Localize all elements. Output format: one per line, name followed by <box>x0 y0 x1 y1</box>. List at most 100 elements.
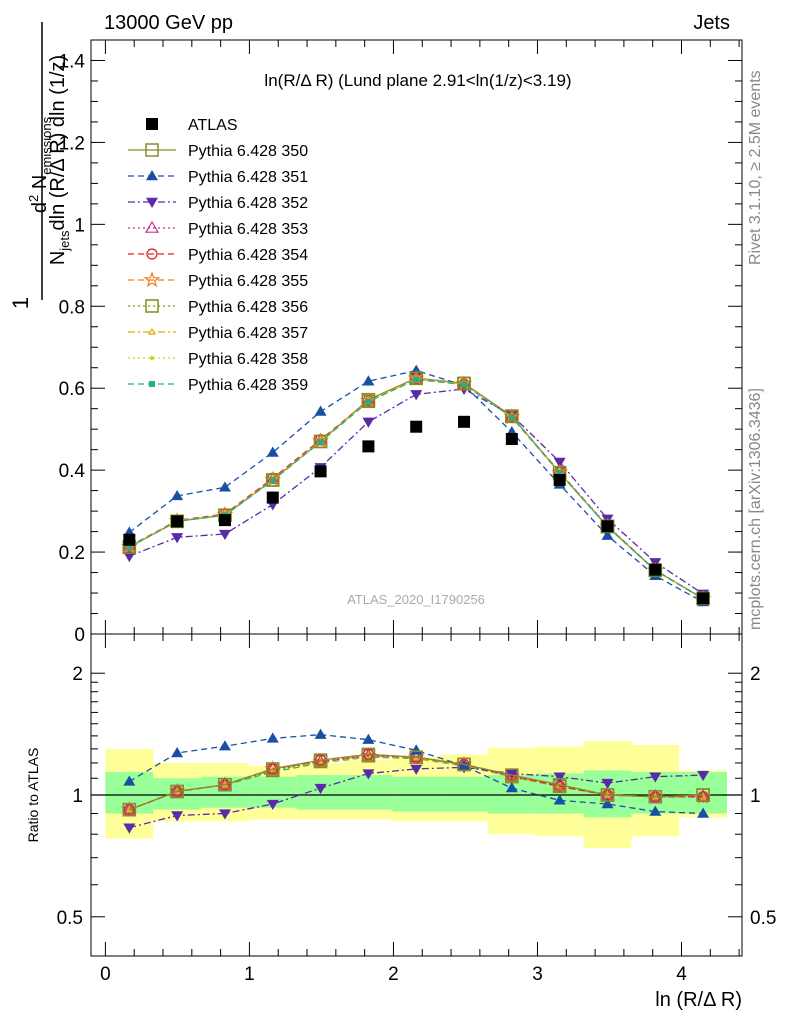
mcplots-label: mcplots.cern.ch [arXiv:1306.3436] <box>747 388 764 630</box>
data-point <box>601 529 614 540</box>
ratio-data-point <box>457 757 471 772</box>
series-line <box>128 377 704 600</box>
data-point <box>505 433 518 446</box>
series-line <box>129 388 704 595</box>
ratio-data-point <box>362 769 375 780</box>
data-point <box>458 415 471 428</box>
legend-marker <box>147 327 157 335</box>
ratio-ytick-label: 1 <box>72 786 83 807</box>
data-point <box>361 394 376 409</box>
series-line <box>128 378 704 600</box>
data-point <box>508 414 515 421</box>
data-point <box>314 405 327 416</box>
main-title: ln(R/Δ R) (Lund plane 2.91<ln(1/z)<3.19) <box>264 71 571 90</box>
series-line <box>128 369 704 603</box>
ratio-data-point <box>600 788 615 802</box>
main-ytick-label: 0.2 <box>59 543 85 564</box>
legend-label: Pythia 6.428 350 <box>188 143 308 160</box>
main-y-label-one: 1 <box>8 297 33 309</box>
legend-marker <box>146 170 158 181</box>
main-ytick-label: 0.6 <box>59 379 85 400</box>
data-point <box>365 398 372 405</box>
data-point <box>362 440 375 453</box>
legend-item: Pythia 6.428 350 <box>128 143 308 160</box>
data-point <box>266 473 280 487</box>
data-point <box>171 533 184 544</box>
legend-marker <box>145 299 159 313</box>
data-point <box>461 381 468 388</box>
data-point <box>313 434 328 449</box>
ratio-data-point <box>171 747 184 758</box>
data-point <box>269 477 276 484</box>
ratio-data-point <box>218 809 231 820</box>
xtick-label: 1 <box>244 964 255 985</box>
legend-label: Pythia 6.428 352 <box>188 195 308 212</box>
ratio-data-point <box>364 751 373 759</box>
series-pythia-6-428-357 <box>125 374 708 602</box>
legend-label: Pythia 6.428 354 <box>188 247 308 264</box>
data-point <box>697 592 710 605</box>
data-point <box>314 465 327 478</box>
legend-item: Pythia 6.428 359 <box>128 377 308 394</box>
data-point <box>266 491 279 504</box>
data-point <box>123 551 136 563</box>
watermark: ATLAS_2020_I1790256 <box>347 592 485 607</box>
data-point <box>362 417 375 428</box>
main-ytick-label: 0 <box>74 625 85 646</box>
legend-marker <box>146 197 158 208</box>
series-pythia-6-428-358 <box>127 377 706 601</box>
legend-marker <box>145 143 159 157</box>
main-ytick-label: 1.4 <box>59 51 86 72</box>
ratio-data-point <box>362 733 375 744</box>
series-line <box>128 378 704 600</box>
xtick-label: 2 <box>388 964 399 985</box>
series-line <box>128 377 704 599</box>
data-point <box>553 473 566 486</box>
data-point <box>266 446 279 457</box>
main-ytick-label: 1.2 <box>59 133 85 154</box>
ratio-data-point <box>649 772 662 783</box>
series-pythia-6-428-356 <box>122 371 710 606</box>
ratio-data-point <box>314 728 327 739</box>
legend-item: Pythia 6.428 351 <box>128 169 308 186</box>
ratio-data-point <box>314 783 327 795</box>
legend-item: Pythia 6.428 355 <box>128 271 308 290</box>
series-pythia-6-428-359 <box>126 376 707 602</box>
legend-label: Pythia 6.428 353 <box>188 221 308 238</box>
ratio-panel: 0.5 0.5 1 1 2 2 0 1 2 3 4 Ratio to ATLAS ln (R/Δ R… <box>25 633 776 1011</box>
ratio-data-point <box>122 802 137 817</box>
series-pythia-6-428-351 <box>123 364 710 607</box>
legend-marker <box>150 356 154 360</box>
ratio-data-point <box>410 764 423 775</box>
legend-marker <box>146 118 158 130</box>
ratio-axis-ticks: 0.5 0.5 1 1 2 2 0 1 2 3 4 <box>57 634 776 985</box>
ratio-data-point <box>409 750 423 764</box>
legend-item: Pythia 6.428 353 <box>128 220 308 238</box>
data-point <box>218 514 231 527</box>
ratio-data-point <box>601 798 614 809</box>
legend: ATLAS Pythia 6.428 350 Pythia 6.428 351 Pyt… <box>128 117 308 394</box>
ratio-data-point <box>697 770 710 782</box>
ratio-series <box>120 728 712 834</box>
band-inner <box>344 775 393 810</box>
ratio-data-point <box>123 775 136 786</box>
series-line <box>128 377 704 599</box>
legend-item: Pythia 6.428 352 <box>128 195 308 212</box>
ratio-ytick-label-right: 2 <box>750 664 761 685</box>
ratio-data-point <box>696 788 710 802</box>
main-ytick-label: 0.4 <box>59 461 86 482</box>
main-y-label: 1 <box>8 297 33 309</box>
ratio-series-pythia-6-428-350 <box>122 747 710 817</box>
ratio-data-point <box>361 747 376 762</box>
x-axis-label: ln (R/Δ R) <box>655 989 742 1011</box>
ratio-data-point <box>505 769 518 780</box>
header-left: 13000 GeV pp <box>104 12 233 34</box>
legend-marker <box>143 271 161 288</box>
ratio-data-point <box>170 784 184 799</box>
data-point <box>409 371 423 386</box>
series-pythia-6-428-352 <box>123 384 710 600</box>
data-point <box>601 520 614 533</box>
ratio-ytick-label-right: 1 <box>750 786 761 807</box>
series-atlas <box>123 415 710 605</box>
ratio-data-point <box>266 762 280 776</box>
